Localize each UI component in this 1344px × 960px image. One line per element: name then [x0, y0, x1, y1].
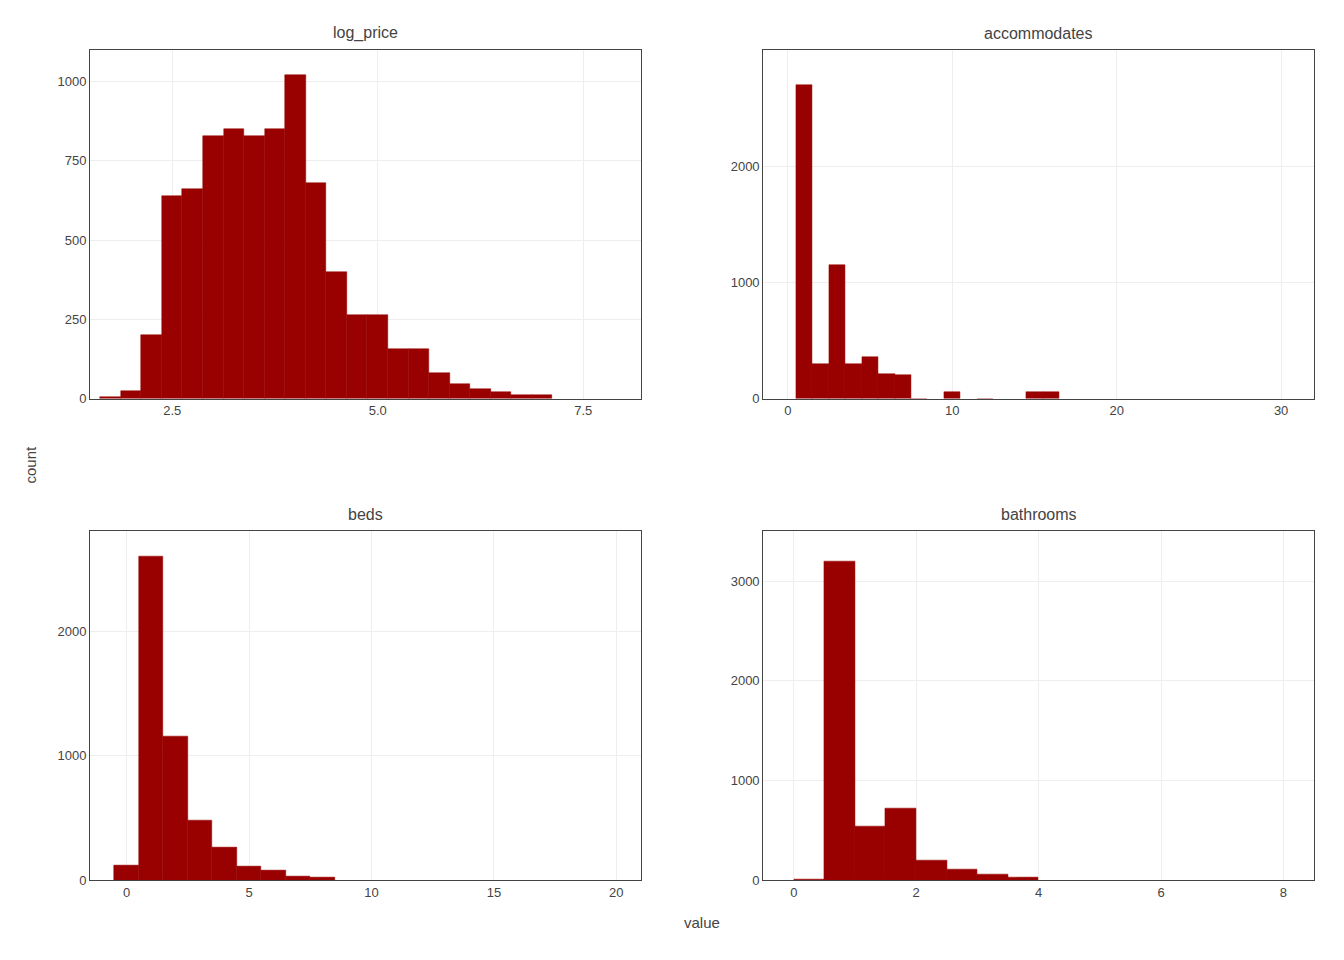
svg-text:bathrooms: bathrooms	[1001, 506, 1077, 523]
svg-text:value: value	[684, 914, 720, 931]
svg-text:10: 10	[945, 403, 959, 418]
svg-text:2000: 2000	[731, 673, 760, 688]
svg-text:2000: 2000	[731, 159, 760, 174]
svg-text:15: 15	[487, 885, 501, 900]
svg-text:log_price: log_price	[333, 24, 398, 42]
svg-text:0: 0	[784, 403, 791, 418]
svg-text:8: 8	[1280, 885, 1287, 900]
svg-text:2: 2	[913, 885, 920, 900]
svg-text:30: 30	[1274, 403, 1288, 418]
svg-text:6: 6	[1157, 885, 1164, 900]
svg-text:20: 20	[609, 885, 623, 900]
svg-text:beds: beds	[348, 506, 383, 523]
svg-text:1000: 1000	[57, 748, 86, 763]
svg-text:1000: 1000	[57, 74, 86, 89]
svg-text:1000: 1000	[731, 773, 760, 788]
svg-text:3000: 3000	[731, 574, 760, 589]
svg-text:0: 0	[752, 391, 759, 406]
svg-text:5.0: 5.0	[369, 403, 387, 418]
svg-text:20: 20	[1109, 403, 1123, 418]
svg-text:4: 4	[1035, 885, 1042, 900]
svg-text:2.5: 2.5	[163, 403, 181, 418]
svg-text:count: count	[22, 446, 39, 484]
svg-text:500: 500	[65, 233, 87, 248]
svg-text:0: 0	[123, 885, 130, 900]
svg-text:0: 0	[79, 391, 86, 406]
svg-text:5: 5	[246, 885, 253, 900]
svg-text:0: 0	[752, 873, 759, 888]
svg-text:7.5: 7.5	[574, 403, 592, 418]
svg-text:accommodates: accommodates	[984, 25, 1093, 42]
svg-text:750: 750	[65, 153, 87, 168]
svg-text:1000: 1000	[731, 275, 760, 290]
svg-text:0: 0	[79, 873, 86, 888]
svg-text:0: 0	[790, 885, 797, 900]
svg-text:2000: 2000	[57, 624, 86, 639]
svg-text:250: 250	[65, 312, 87, 327]
svg-text:10: 10	[364, 885, 378, 900]
